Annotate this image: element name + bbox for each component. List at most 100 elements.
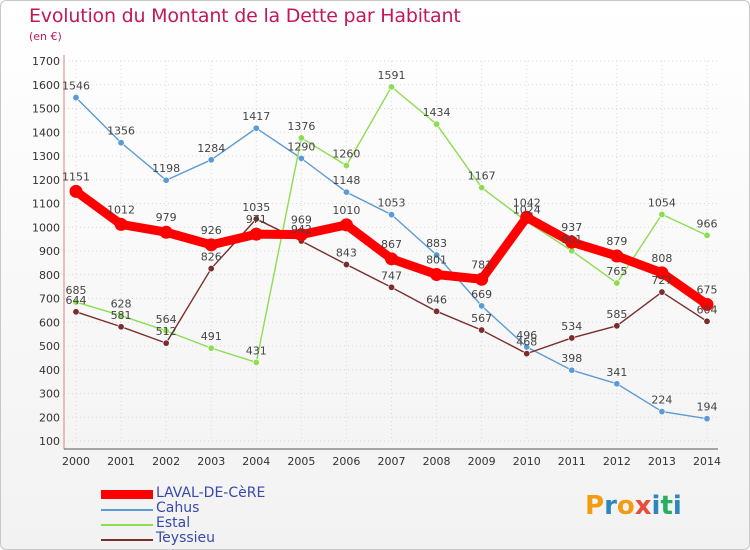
data-point — [703, 415, 711, 423]
data-label: 966 — [697, 217, 718, 230]
chart-subtitle: (en €) — [29, 30, 62, 43]
y-tick-label: 1000 — [32, 221, 60, 234]
y-tick-label: 100 — [39, 435, 60, 448]
data-label: 646 — [426, 293, 447, 306]
y-tick-label: 1100 — [32, 198, 60, 211]
data-label: 926 — [201, 224, 222, 237]
x-tick-label: 2007 — [378, 455, 406, 468]
data-label: 969 — [291, 214, 312, 227]
data-label: 398 — [561, 352, 582, 365]
data-point — [252, 215, 260, 223]
x-tick-label: 2005 — [287, 455, 315, 468]
legend-swatch — [101, 524, 153, 526]
data-label: 942 — [291, 223, 312, 236]
legend-swatch — [101, 539, 153, 541]
x-tick-label: 2014 — [693, 455, 721, 468]
x-tick-label: 2002 — [152, 455, 180, 468]
data-point — [72, 298, 80, 306]
brand-letter: i — [651, 491, 661, 521]
data-label: 979 — [156, 211, 177, 224]
data-label: 567 — [471, 312, 492, 325]
data-point — [565, 235, 579, 249]
data-label: 937 — [561, 221, 582, 234]
data-point — [207, 156, 215, 164]
data-label: 843 — [336, 247, 357, 260]
data-label: 1290 — [287, 140, 315, 153]
data-point — [613, 380, 621, 388]
series-group — [69, 83, 714, 423]
data-point — [162, 176, 170, 184]
data-point — [613, 279, 621, 287]
data-point — [613, 322, 621, 330]
data-label: 1434 — [423, 106, 451, 119]
legend-label: Cahus — [156, 500, 200, 516]
data-point — [387, 283, 395, 291]
data-point — [339, 218, 353, 232]
data-point — [297, 134, 305, 142]
data-label: 747 — [381, 269, 402, 282]
data-label: 224 — [651, 394, 672, 407]
data-point — [72, 308, 80, 316]
y-tick-label: 700 — [39, 293, 60, 306]
data-label: 801 — [426, 254, 447, 267]
data-point — [658, 288, 666, 296]
data-label: 496 — [516, 329, 537, 342]
data-label: 1053 — [378, 197, 406, 210]
y-tick-label: 900 — [39, 245, 60, 258]
data-label: 867 — [381, 238, 402, 251]
data-label: 491 — [201, 330, 222, 343]
data-point — [204, 238, 218, 252]
x-tick-label: 2006 — [332, 455, 360, 468]
data-label: 468 — [516, 336, 537, 349]
data-point — [610, 249, 624, 263]
data-label: 1546 — [62, 80, 90, 93]
y-tick-label: 1400 — [32, 126, 60, 139]
data-label: 194 — [697, 401, 718, 414]
data-label: 534 — [561, 320, 582, 333]
data-point — [478, 302, 486, 310]
data-label: 564 — [156, 313, 177, 326]
brand-letter: x — [634, 491, 652, 521]
y-tick-label: 400 — [39, 364, 60, 377]
data-label: 808 — [651, 252, 672, 265]
data-label: 901 — [561, 233, 582, 246]
y-tick-label: 600 — [39, 316, 60, 329]
data-label: 879 — [606, 235, 627, 248]
data-point — [655, 266, 669, 280]
data-label: 1012 — [107, 203, 135, 216]
brand-letter: P — [585, 491, 605, 521]
legend-swatch — [101, 490, 153, 499]
x-tick-label: 2004 — [242, 455, 270, 468]
data-point — [703, 231, 711, 239]
data-label: 1260 — [332, 148, 360, 161]
data-label: 1198 — [152, 162, 180, 175]
data-label: 1148 — [332, 174, 360, 187]
data-point — [658, 408, 666, 416]
x-tick-label: 2000 — [62, 455, 90, 468]
y-tick-label: 1200 — [32, 174, 60, 187]
data-point — [387, 83, 395, 91]
data-label: 512 — [156, 325, 177, 338]
legend-label: LAVAL-DE-CèRE — [156, 485, 266, 501]
data-label: 604 — [697, 303, 718, 316]
data-label: 431 — [246, 344, 267, 357]
line-chart: 1002003004005006007008009001000110012001… — [32, 55, 721, 468]
data-point — [117, 312, 125, 320]
data-point — [433, 307, 441, 315]
data-point — [252, 124, 260, 132]
data-point — [703, 317, 711, 325]
data-point — [159, 225, 173, 239]
data-label: 1417 — [242, 110, 270, 123]
data-point — [207, 344, 215, 352]
data-point — [294, 228, 308, 242]
legend-swatch — [101, 509, 153, 511]
brand-letter: i — [672, 491, 682, 521]
data-point — [430, 268, 444, 282]
y-tick-label: 800 — [39, 269, 60, 282]
data-point — [162, 339, 170, 347]
data-point — [249, 227, 263, 241]
data-label: 1167 — [468, 170, 496, 183]
data-labels: 1151 1012 979 926 971 969 1010 867 801 781 1042 937… — [62, 69, 718, 414]
y-tick-label: 200 — [39, 411, 60, 424]
